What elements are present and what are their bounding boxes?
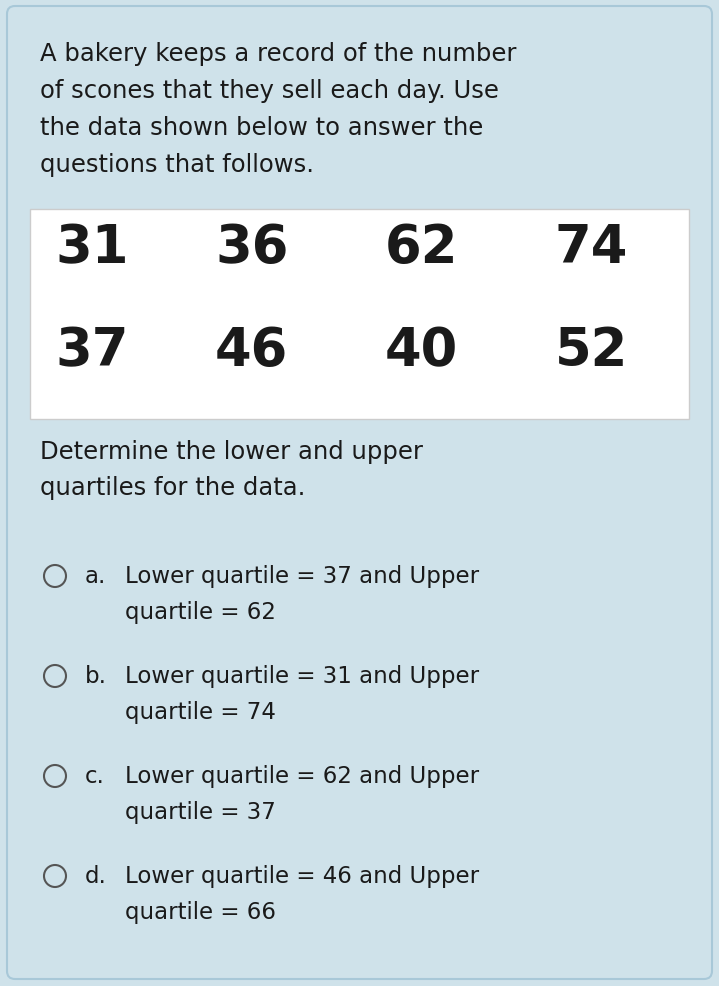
Text: quartiles for the data.: quartiles for the data. bbox=[40, 475, 306, 500]
Text: 37: 37 bbox=[55, 324, 129, 377]
Circle shape bbox=[44, 865, 66, 887]
Text: Lower quartile = 62 and Upper: Lower quartile = 62 and Upper bbox=[125, 764, 479, 787]
Text: 36: 36 bbox=[215, 222, 288, 274]
Text: quartile = 37: quartile = 37 bbox=[125, 801, 276, 823]
Text: quartile = 74: quartile = 74 bbox=[125, 700, 276, 724]
Circle shape bbox=[44, 666, 66, 687]
Text: of scones that they sell each day. Use: of scones that they sell each day. Use bbox=[40, 79, 499, 103]
Text: 31: 31 bbox=[55, 222, 129, 274]
Text: 40: 40 bbox=[385, 324, 458, 377]
Text: A bakery keeps a record of the number: A bakery keeps a record of the number bbox=[40, 42, 516, 66]
Text: c.: c. bbox=[85, 764, 105, 787]
Text: a.: a. bbox=[85, 564, 106, 588]
Text: 52: 52 bbox=[555, 324, 628, 377]
Circle shape bbox=[44, 765, 66, 787]
Circle shape bbox=[44, 565, 66, 588]
Text: Lower quartile = 31 and Upper: Lower quartile = 31 and Upper bbox=[125, 665, 479, 687]
Text: quartile = 66: quartile = 66 bbox=[125, 900, 276, 923]
Text: Determine the lower and upper: Determine the lower and upper bbox=[40, 440, 423, 463]
Text: d.: d. bbox=[85, 864, 107, 887]
Text: b.: b. bbox=[85, 665, 107, 687]
Text: Lower quartile = 37 and Upper: Lower quartile = 37 and Upper bbox=[125, 564, 479, 588]
Text: Lower quartile = 46 and Upper: Lower quartile = 46 and Upper bbox=[125, 864, 479, 887]
Text: quartile = 62: quartile = 62 bbox=[125, 600, 276, 623]
Bar bbox=[30, 210, 689, 420]
Text: 46: 46 bbox=[215, 324, 288, 377]
FancyBboxPatch shape bbox=[7, 7, 712, 979]
Text: questions that follows.: questions that follows. bbox=[40, 153, 314, 176]
Text: 62: 62 bbox=[385, 222, 459, 274]
Text: the data shown below to answer the: the data shown below to answer the bbox=[40, 116, 483, 140]
Text: 74: 74 bbox=[555, 222, 628, 274]
